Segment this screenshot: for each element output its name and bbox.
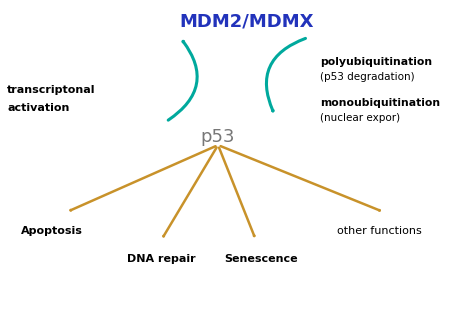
FancyArrowPatch shape xyxy=(266,38,305,111)
Text: (nuclear expor): (nuclear expor) xyxy=(320,113,400,123)
FancyArrowPatch shape xyxy=(164,148,217,236)
Text: (p53 degradation): (p53 degradation) xyxy=(320,72,415,82)
Text: DNA repair: DNA repair xyxy=(127,254,195,264)
Text: p53: p53 xyxy=(201,128,235,146)
Text: Senescence: Senescence xyxy=(224,254,298,264)
FancyArrowPatch shape xyxy=(71,146,216,211)
FancyArrowPatch shape xyxy=(168,41,197,120)
Text: polyubiquitination: polyubiquitination xyxy=(320,57,432,67)
Text: MDM2/MDMX: MDM2/MDMX xyxy=(179,13,314,31)
Text: Apoptosis: Apoptosis xyxy=(21,226,83,236)
FancyArrowPatch shape xyxy=(219,148,255,236)
Text: monoubiquitination: monoubiquitination xyxy=(320,98,440,108)
FancyArrowPatch shape xyxy=(220,146,380,211)
Text: other functions: other functions xyxy=(337,226,421,236)
Text: activation: activation xyxy=(7,103,70,113)
Text: transcriptonal: transcriptonal xyxy=(7,85,96,95)
